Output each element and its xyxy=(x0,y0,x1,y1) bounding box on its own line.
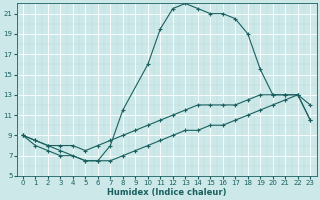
X-axis label: Humidex (Indice chaleur): Humidex (Indice chaleur) xyxy=(107,188,226,197)
